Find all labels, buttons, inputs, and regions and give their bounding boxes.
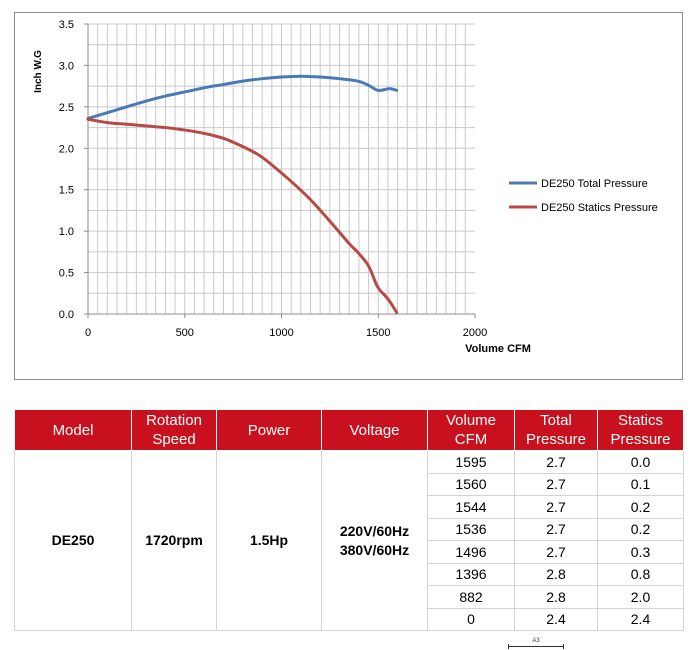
table-row: 1544 2.7 0.2	[15, 495, 684, 519]
table-row: 1396 2.8 0.8	[15, 562, 684, 586]
y-tick-label: 0.5	[59, 268, 74, 280]
voltage-line1: 220V/60Hz	[339, 522, 410, 539]
total-pressure-line	[86, 74, 399, 120]
volume-cell: 1560	[427, 472, 515, 496]
pressure-chart: 0.0 0.5 1.0 1.5 2.0 2.5 3.0 3.5 0 500 1000 1500 2000…	[33, 19, 658, 355]
header-rotation-line1: Rotation	[146, 412, 202, 429]
y-tick-label: 0.0	[59, 309, 74, 321]
header-model: Model	[14, 409, 132, 451]
x-tick-label: 0	[85, 327, 91, 339]
statics-cell: 0.8	[597, 562, 684, 586]
rotation-speed-cell: 1720rpm	[131, 450, 217, 631]
power-cell: 1.5Hp	[216, 450, 322, 631]
total-cell: 2.8	[514, 585, 598, 609]
x-tick-label: 1000	[269, 327, 293, 339]
total-cell: 2.8	[514, 562, 598, 586]
header-rotation-line2: Speed	[152, 431, 196, 448]
y-tick-label: 1.5	[59, 185, 74, 197]
x-tick-label: 2000	[463, 327, 487, 339]
y-tick-label: 1.0	[59, 226, 74, 238]
scale-marker: A3	[508, 638, 564, 649]
statics-cell: 0.2	[597, 495, 684, 519]
y-axis-label: Inch W.G	[33, 50, 44, 93]
spec-table: Model Rotation Speed Power Voltage Volum…	[14, 409, 684, 631]
statics-cell: 2.0	[597, 585, 684, 609]
header-volume-line2: CFM	[454, 431, 488, 448]
statics-cell: 2.4	[597, 607, 684, 631]
statics-cell: 0.2	[597, 517, 684, 541]
volume-cell: 1595	[427, 450, 515, 474]
statics-cell: 0.0	[597, 450, 684, 474]
volume-cell: 882	[427, 585, 515, 609]
statics-cell: 0.1	[597, 472, 684, 496]
legend-statics-label: DE250 Statics Pressure	[541, 202, 658, 214]
scale-marker-line	[508, 644, 564, 649]
total-cell: 2.4	[514, 607, 598, 631]
header-total-line1: Total	[540, 412, 572, 429]
legend-total-label: DE250 Total Pressure	[541, 178, 648, 190]
chart-frame: 0.0 0.5 1.0 1.5 2.0 2.5 3.0 3.5 0 500 1000 1500 2000…	[14, 12, 683, 380]
y-tick-label: 3.0	[59, 60, 74, 72]
total-cell: 2.7	[514, 450, 598, 474]
table-row: 1536 2.7 0.2	[15, 517, 684, 541]
volume-cell: 1396	[427, 562, 515, 586]
x-tick-label: 1500	[366, 327, 390, 339]
voltage-cell: 220V/60Hz 380V/60Hz	[321, 450, 428, 631]
volume-cell: 1536	[427, 517, 515, 541]
header-total-line2: Pressure	[525, 431, 587, 448]
volume-cell: 0	[427, 607, 515, 631]
x-axis-label: Volume CFM	[465, 343, 531, 355]
header-statics-pressure: Statics Pressure	[597, 409, 684, 451]
statics-cell: 0.3	[597, 540, 684, 564]
header-statics-line2: Pressure	[610, 431, 671, 448]
total-cell: 2.7	[514, 495, 598, 519]
x-tick-label: 500	[176, 327, 194, 339]
header-voltage: Voltage	[321, 409, 428, 451]
y-tick-label: 2.5	[59, 102, 74, 114]
table-row: 1560 2.7 0.1	[15, 472, 684, 496]
table-header-row: Model Rotation Speed Power Voltage Volum…	[14, 409, 684, 451]
table-row: 0 2.4 2.4	[15, 607, 684, 631]
y-tick-label: 2.0	[59, 143, 74, 155]
table-row: DE250 1720rpm 1.5Hp 220V/60Hz 380V/60Hz …	[14, 450, 684, 631]
volume-cell: 1496	[427, 540, 515, 564]
volume-cell: 1544	[427, 495, 515, 519]
model-cell: DE250	[14, 450, 132, 631]
table-row: 882 2.8 2.0	[15, 585, 684, 609]
header-rotation-speed: Rotation Speed	[131, 409, 217, 451]
total-cell: 2.7	[514, 472, 598, 496]
header-volume-cfm: Volume CFM	[427, 409, 515, 451]
voltage-line2: 380V/60Hz	[339, 541, 410, 558]
total-cell: 2.7	[514, 540, 598, 564]
total-cell: 2.7	[514, 517, 598, 541]
header-statics-line1: Statics	[617, 412, 663, 429]
scale-marker-label: A3	[532, 638, 540, 644]
header-total-pressure: Total Pressure	[514, 409, 598, 451]
statics-pressure-line	[86, 117, 399, 314]
header-volume-line1: Volume	[445, 412, 497, 429]
y-tick-label: 3.5	[59, 19, 74, 31]
header-power: Power	[216, 409, 322, 451]
